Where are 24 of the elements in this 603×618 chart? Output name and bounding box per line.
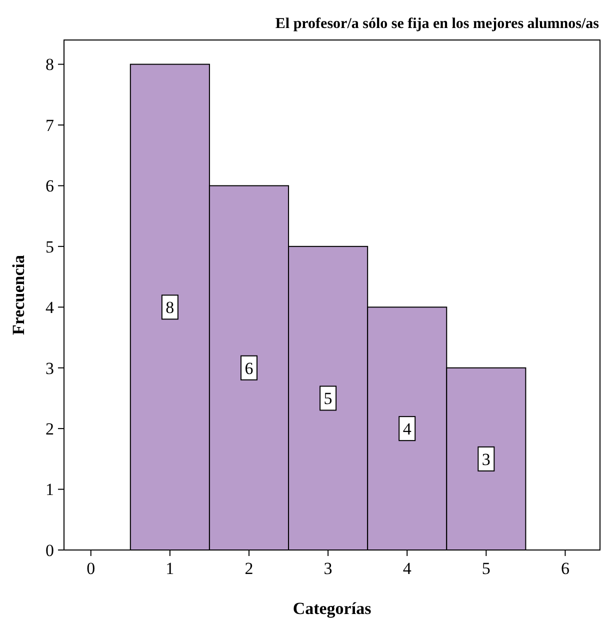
data-label: 4 xyxy=(402,420,412,439)
y-tick-label: 8 xyxy=(46,55,54,74)
x-tick-label: 2 xyxy=(244,559,254,578)
x-tick-label: 0 xyxy=(86,559,96,578)
data-label: 6 xyxy=(244,358,254,378)
x-tick-label: 4 xyxy=(402,559,412,578)
y-tick-label: 2 xyxy=(46,420,54,439)
x-tick-label: 6 xyxy=(560,559,570,578)
x-tick-label: 3 xyxy=(324,559,332,578)
y-tick-label: 0 xyxy=(46,540,54,560)
y-tick-label: 1 xyxy=(46,480,54,500)
x-axis-title: Categorías xyxy=(292,599,372,618)
data-label: 8 xyxy=(166,298,174,318)
y-tick-label: 5 xyxy=(46,237,54,256)
data-label: 3 xyxy=(482,450,490,469)
y-tick-label: 4 xyxy=(46,298,54,318)
chart-title: El profesor/a sólo se fija en los mejores alumnos/as xyxy=(275,16,600,32)
x-tick-label: 5 xyxy=(482,559,490,578)
y-tick-label: 7 xyxy=(46,116,54,135)
y-tick-label: 3 xyxy=(46,358,54,378)
y-tick-label: 6 xyxy=(46,176,54,196)
y-axis-title: Frecuencia xyxy=(9,254,28,335)
x-tick-label: 1 xyxy=(166,559,174,578)
data-label: 5 xyxy=(324,389,332,408)
